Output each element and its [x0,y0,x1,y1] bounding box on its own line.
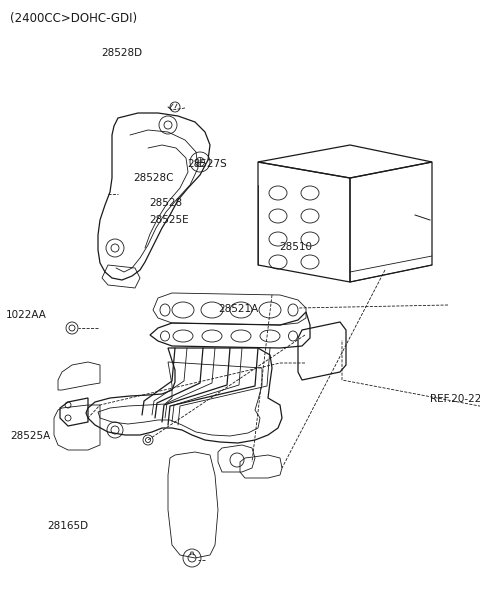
Text: 28528: 28528 [149,198,182,208]
Text: 28525A: 28525A [10,431,50,441]
Text: 28528D: 28528D [101,48,142,58]
Text: 28510: 28510 [279,242,312,252]
Text: (2400CC>DOHC-GDI): (2400CC>DOHC-GDI) [10,12,137,25]
Text: 28525E: 28525E [149,215,189,225]
Text: 1022AA: 1022AA [6,310,47,320]
Text: 28527S: 28527S [187,159,227,168]
Text: 28528C: 28528C [133,173,174,182]
Text: 28521A: 28521A [218,304,259,314]
Text: 28165D: 28165D [48,521,89,531]
Text: REF.20-221A: REF.20-221A [430,394,480,404]
